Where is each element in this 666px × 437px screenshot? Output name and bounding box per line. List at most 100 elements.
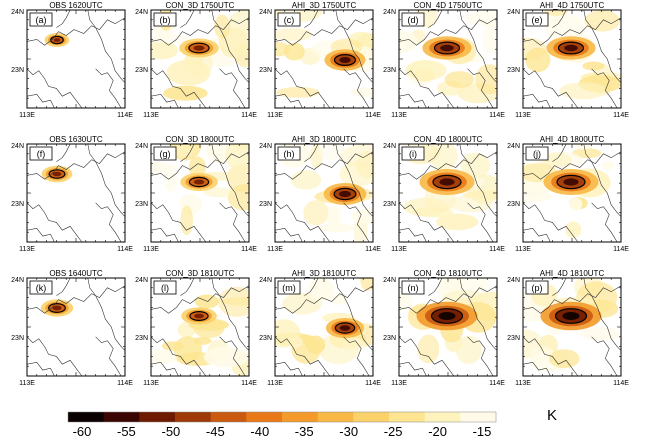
boundary-line <box>275 227 303 242</box>
boundary-line <box>27 68 83 108</box>
boundary-line <box>151 336 207 376</box>
lon-label-left: 113E <box>391 112 407 119</box>
panel-tag-label: (p) <box>532 283 543 293</box>
shaded-field <box>290 170 322 190</box>
shaded-field <box>523 37 547 61</box>
shaded-field <box>188 156 206 178</box>
contour-line <box>333 53 357 66</box>
boundary-line <box>219 202 246 242</box>
shaded-field <box>475 64 497 95</box>
panel-title: CON_3D 1750UTC <box>166 1 235 10</box>
boundary-line <box>219 336 246 376</box>
colorbar-swatch <box>282 412 319 422</box>
lon-label-right: 114E <box>489 380 505 387</box>
shaded-field <box>529 345 554 361</box>
contour-line <box>334 322 356 334</box>
contour-line <box>554 308 588 324</box>
panel-tag-box <box>277 12 301 27</box>
lat-label-bottom: 23N <box>383 335 396 342</box>
boundary-line <box>56 144 71 162</box>
contour-line <box>556 174 586 190</box>
lat-label-bottom: 23N <box>135 335 148 342</box>
contour-line <box>557 41 585 55</box>
panel-tag: (b) <box>153 12 177 27</box>
boundary-line <box>583 144 621 217</box>
panel-tag-box <box>401 12 425 27</box>
lat-label-bottom: 23N <box>11 201 24 208</box>
lat-label-bottom: 23N <box>259 201 272 208</box>
contour-line <box>430 308 464 324</box>
panel-tag-label: (g) <box>160 149 171 159</box>
lat-label-top: 24N <box>507 277 520 284</box>
lon-label-left: 113E <box>515 380 531 387</box>
lon-label-right: 114E <box>241 246 257 253</box>
boundary-line <box>27 227 55 242</box>
colorbar-swatch <box>68 412 105 422</box>
lat-label-top: 24N <box>11 9 24 16</box>
shaded-field <box>166 59 211 86</box>
convective-core <box>564 44 578 52</box>
lat-label-bottom: 23N <box>507 67 520 74</box>
boundary-line <box>343 202 370 242</box>
boundary-line <box>180 278 195 296</box>
panel-tag-box <box>153 146 177 161</box>
boundary-line <box>523 68 579 108</box>
lat-label-top: 24N <box>11 143 24 150</box>
boundary-line <box>552 278 567 296</box>
panel-tag-label: (e) <box>532 15 543 25</box>
boundary-line <box>275 202 331 242</box>
boundary-line <box>523 202 579 242</box>
shaded-field <box>151 350 180 364</box>
lon-label-right: 114E <box>241 380 257 387</box>
boundary-line <box>399 93 427 108</box>
shaded-field <box>203 187 236 198</box>
boundary-line <box>583 278 621 351</box>
boundary-line <box>335 278 373 351</box>
shaded-field <box>569 197 583 211</box>
panel-title: AHI_4D 1750UTC <box>540 1 605 10</box>
shaded-field <box>318 144 344 161</box>
boundary-line <box>151 202 207 242</box>
map-panel: CON_3D 1800UTC (g) 24N 23N 113E 114E <box>135 135 257 253</box>
shaded-field <box>275 28 313 42</box>
lon-label-left: 113E <box>515 112 531 119</box>
panel-tag: (m) <box>277 280 301 295</box>
boundary-line <box>27 93 55 108</box>
panel-tag-box <box>525 12 549 27</box>
boundary-line <box>552 10 567 28</box>
convective-core <box>53 38 61 42</box>
boundary-line <box>335 10 373 83</box>
boundary-line <box>151 285 249 314</box>
shaded-field <box>559 82 607 100</box>
shaded-field <box>305 335 326 354</box>
lat-label-bottom: 23N <box>507 201 520 208</box>
shaded-field <box>173 144 193 158</box>
shaded-field <box>601 161 614 170</box>
shaded-field <box>465 11 497 27</box>
boundary-line <box>95 202 122 242</box>
shaded-field <box>579 327 621 341</box>
panel-tag: (j) <box>525 146 549 161</box>
boundary-line <box>151 227 179 242</box>
colorbar: -60 -55 -50 -45 -40 -35 -30 -25 -20 -15 K <box>67 407 557 437</box>
lat-label-bottom: 23N <box>383 67 396 74</box>
convective-core <box>438 312 456 320</box>
lon-label-right: 114E <box>117 112 133 119</box>
boundary-line <box>275 151 373 180</box>
shaded-field <box>173 336 203 363</box>
boundary-line <box>467 336 494 376</box>
shaded-field <box>319 223 356 233</box>
shaded-field <box>180 205 193 236</box>
convective-core <box>339 57 351 63</box>
colorbar-swatch <box>103 412 140 422</box>
boundary-line <box>523 285 621 314</box>
shaded-field <box>448 195 493 213</box>
contour-line <box>333 187 357 201</box>
panel-tag-label: (c) <box>284 15 295 25</box>
lon-label-left: 113E <box>143 380 159 387</box>
boundary-line <box>552 144 567 162</box>
colorbar-tick-label: -50 <box>162 424 181 437</box>
boundary-line <box>151 93 179 108</box>
boundary-line <box>399 151 497 180</box>
shaded-field <box>584 10 620 32</box>
